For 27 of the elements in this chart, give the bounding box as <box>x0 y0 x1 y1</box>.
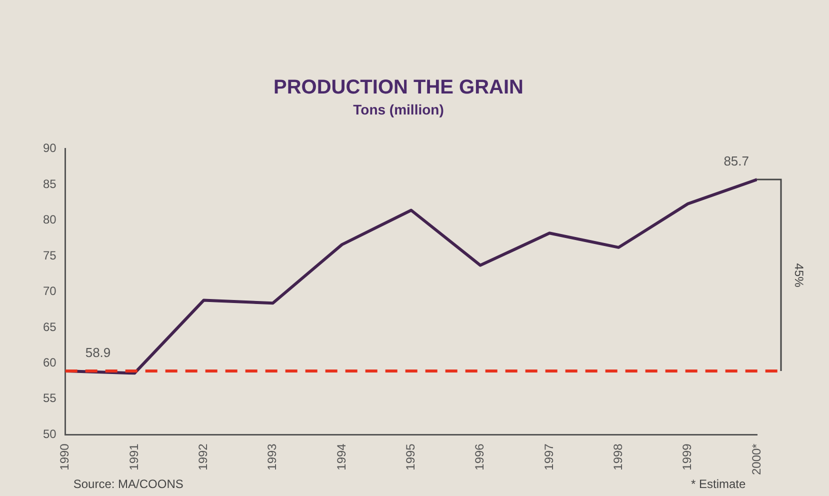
y-tick-label: 55 <box>42 391 57 406</box>
y-tick-label: 90 <box>42 141 57 156</box>
text: * Estimate <box>691 477 746 491</box>
y-tick-label: 80 <box>42 212 57 227</box>
x-tick-label: 1998 <box>610 443 625 470</box>
x-tick-label: 1999 <box>680 443 694 470</box>
x-tick-label: 1996 <box>472 443 487 470</box>
data-label: 58.9 <box>85 345 111 360</box>
y-tick-label: 75 <box>42 248 57 262</box>
chart-subtitle: Tons (million) <box>353 101 444 118</box>
x-tick-label: 1997 <box>542 443 556 470</box>
source-note: Source: MA/COONS <box>73 477 184 491</box>
y-tick-label: 85 <box>42 176 57 191</box>
x-tick-label: 2000* <box>749 443 764 476</box>
chart-title: PRODUCTION THE GRAIN <box>274 76 524 99</box>
y-tick-label: 65 <box>42 320 57 334</box>
y-tick-label: 70 <box>42 284 57 298</box>
x-tick-label: 1995 <box>403 443 418 470</box>
y-tick-label: 50 <box>42 426 57 441</box>
x-tick-label: 1991 <box>126 443 141 470</box>
x-tick-label: 1990 <box>58 443 72 470</box>
data-label: 85.7 <box>724 154 749 169</box>
x-tick-label: 1992 <box>196 443 210 470</box>
text: 45% <box>792 263 806 288</box>
x-tick-label: 1993 <box>265 443 280 470</box>
y-tick-label: 60 <box>42 355 57 370</box>
x-tick-label: 1994 <box>334 443 348 470</box>
